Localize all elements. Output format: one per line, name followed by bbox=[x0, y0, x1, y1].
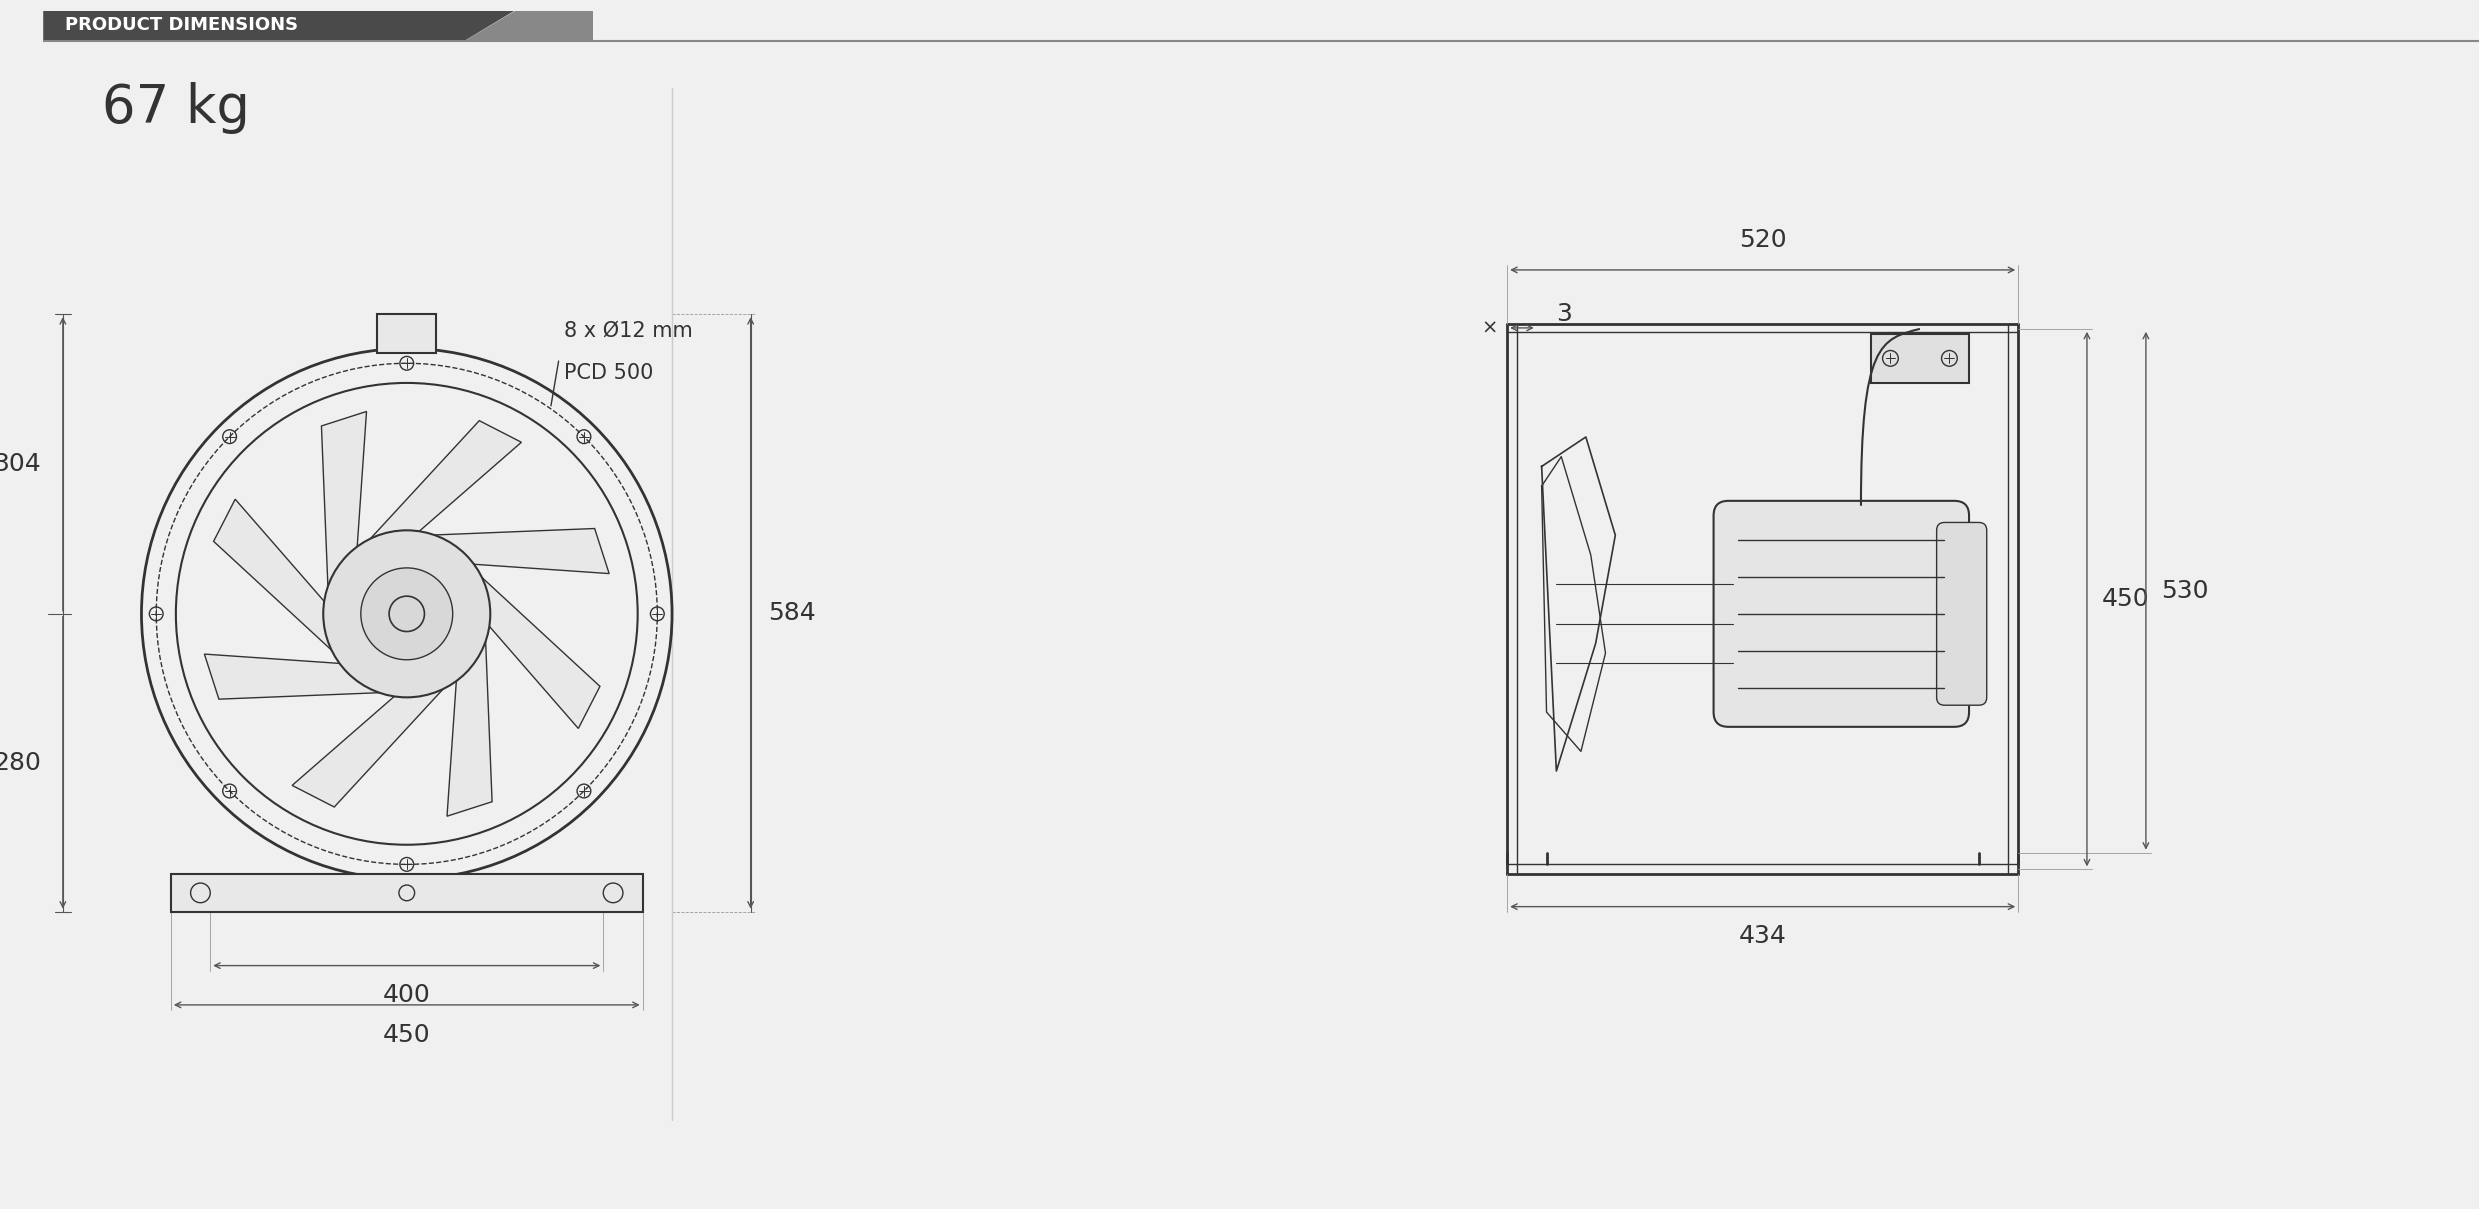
Text: 520: 520 bbox=[1738, 229, 1787, 253]
FancyBboxPatch shape bbox=[1936, 522, 1986, 705]
Bar bbox=[171, 874, 642, 912]
Polygon shape bbox=[466, 11, 592, 40]
Polygon shape bbox=[42, 11, 516, 40]
Text: 530: 530 bbox=[2162, 579, 2209, 603]
FancyBboxPatch shape bbox=[1713, 501, 1968, 727]
Polygon shape bbox=[481, 578, 600, 729]
Polygon shape bbox=[293, 689, 444, 808]
Text: 8 x Ø12 mm: 8 x Ø12 mm bbox=[565, 320, 692, 341]
Circle shape bbox=[362, 568, 454, 660]
Text: 304: 304 bbox=[0, 452, 42, 476]
Bar bbox=[377, 314, 436, 353]
Circle shape bbox=[322, 531, 491, 698]
Text: 3: 3 bbox=[1557, 302, 1572, 326]
Text: 67 kg: 67 kg bbox=[102, 82, 250, 134]
Text: 434: 434 bbox=[1738, 925, 1787, 948]
Text: 584: 584 bbox=[768, 601, 816, 625]
Text: PRODUCT DIMENSIONS: PRODUCT DIMENSIONS bbox=[64, 16, 297, 34]
Text: 450: 450 bbox=[382, 1023, 431, 1047]
Text: ×: × bbox=[1482, 318, 1497, 337]
Polygon shape bbox=[369, 421, 521, 539]
Text: 450: 450 bbox=[2102, 588, 2149, 611]
Polygon shape bbox=[322, 411, 367, 586]
Text: 400: 400 bbox=[382, 983, 431, 1007]
Polygon shape bbox=[434, 528, 610, 573]
Text: PCD 500: PCD 500 bbox=[565, 363, 654, 383]
Polygon shape bbox=[213, 499, 332, 650]
Polygon shape bbox=[203, 654, 379, 699]
Polygon shape bbox=[446, 641, 493, 816]
Text: 280: 280 bbox=[0, 751, 42, 775]
Bar bbox=[1872, 334, 1968, 383]
